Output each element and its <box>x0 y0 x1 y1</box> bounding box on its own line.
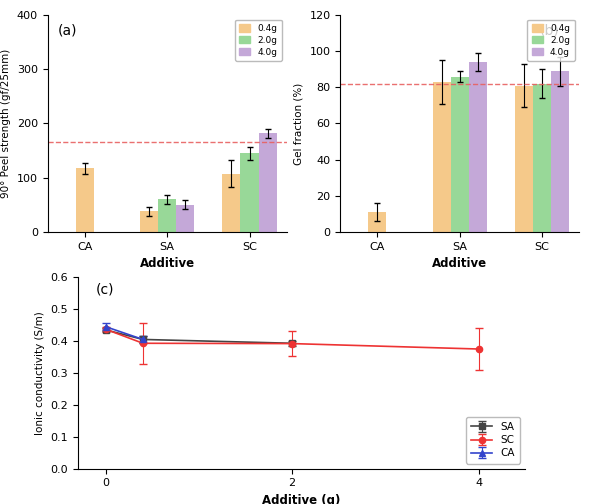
Text: (b): (b) <box>540 24 560 38</box>
Y-axis label: Gel fraction (%): Gel fraction (%) <box>294 82 304 165</box>
Bar <box>176 205 195 232</box>
X-axis label: Additive: Additive <box>140 257 195 270</box>
Bar <box>451 77 469 232</box>
Legend: 0.4g, 2.0g, 4.0g: 0.4g, 2.0g, 4.0g <box>235 20 282 61</box>
Bar <box>533 84 551 232</box>
Bar <box>259 133 276 232</box>
Bar <box>76 168 94 232</box>
Y-axis label: Ionic conductivity (S/m): Ionic conductivity (S/m) <box>35 311 45 435</box>
Text: (c): (c) <box>96 283 114 297</box>
Bar <box>241 153 259 232</box>
Text: (a): (a) <box>57 24 77 38</box>
Bar <box>368 212 386 232</box>
Bar <box>432 82 451 232</box>
Bar <box>469 62 487 232</box>
Legend: SA, SC, CA: SA, SC, CA <box>466 417 520 464</box>
Bar <box>515 86 533 232</box>
X-axis label: Additive: Additive <box>432 257 487 270</box>
Bar <box>140 211 158 232</box>
Legend: 0.4g, 2.0g, 4.0g: 0.4g, 2.0g, 4.0g <box>528 20 574 61</box>
Bar <box>222 174 241 232</box>
X-axis label: Additive (g): Additive (g) <box>262 494 341 504</box>
Y-axis label: 90° Peel strength (gf/25mm): 90° Peel strength (gf/25mm) <box>1 49 11 198</box>
Bar <box>158 200 176 232</box>
Bar <box>551 71 569 232</box>
